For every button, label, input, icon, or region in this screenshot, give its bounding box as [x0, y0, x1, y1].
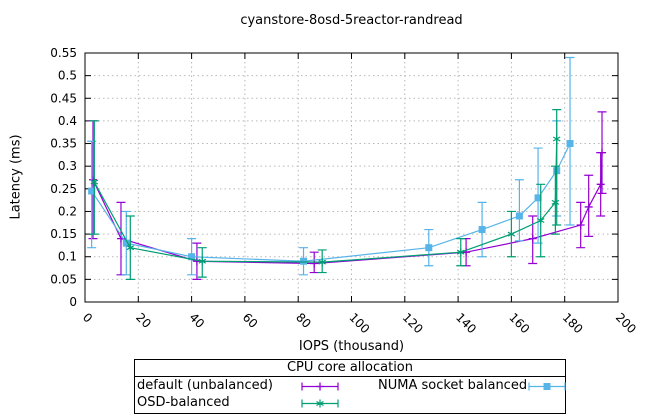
y-tick-label: 0.2: [58, 204, 77, 218]
y-tick-label: 0.45: [50, 91, 77, 105]
series-line: [91, 143, 571, 262]
data-point-marker: [300, 257, 308, 265]
data-point-marker: [552, 135, 561, 144]
data-point-marker: [316, 382, 324, 390]
x-axis-label: IOPS (thousand): [298, 339, 405, 354]
x-tick-label: 140: [453, 310, 479, 336]
legend-sample-osd-balanced: [301, 399, 339, 407]
y-tick-label: 0.1: [58, 250, 77, 264]
data-point-marker: [316, 399, 324, 407]
y-tick-label: 0: [69, 295, 77, 309]
series-1: [87, 56, 575, 276]
legend-label-osd-balanced: OSD-balanced: [137, 395, 230, 410]
legend: CPU core allocation default (unbalanced)…: [134, 359, 566, 414]
error-bar: [89, 120, 99, 235]
data-point-marker: [536, 216, 545, 225]
x-tick-label: 80: [293, 310, 314, 331]
data-point-marker: [598, 148, 607, 157]
legend-label-default-unbalanced: default (unbalanced): [137, 378, 273, 393]
data-point-marker: [126, 243, 135, 252]
series-line: [92, 152, 603, 265]
x-tick-label: 60: [240, 310, 261, 331]
y-tick-label: 0.35: [50, 137, 77, 151]
x-tick-label: 160: [506, 310, 532, 336]
legend-sample-glyph: [528, 382, 566, 390]
axis-ticks: [84, 52, 619, 303]
legend-sample-glyph: [301, 382, 339, 390]
legend-title: CPU core allocation: [135, 360, 565, 377]
data-point-marker: [456, 248, 465, 257]
data-point-marker: [318, 258, 326, 267]
data-point-marker: [462, 248, 471, 257]
y-tick-label: 0.05: [50, 272, 77, 286]
y-tick-label: 0.3: [58, 159, 77, 173]
data-point-marker: [88, 187, 96, 195]
legend-label-numa-socket-balanced: NUMA socket balanced: [378, 378, 527, 393]
data-point-marker: [551, 198, 560, 207]
data-point-marker: [90, 178, 99, 187]
data-point-marker: [188, 253, 196, 261]
y-tick-label: 0.25: [50, 182, 77, 196]
data-point-marker: [515, 212, 523, 220]
data-point-marker: [566, 140, 574, 148]
x-tick-label: 100: [346, 310, 372, 336]
legend-entries: default (unbalanced) NUMA socket balance…: [135, 377, 566, 413]
y-tick-label: 0.4: [58, 114, 77, 128]
y-tick-label: 0.55: [50, 46, 77, 60]
x-tick-label: 20: [133, 310, 154, 331]
data-point-marker: [584, 202, 593, 211]
error-bar: [552, 108, 562, 226]
x-tick-label: 40: [186, 310, 207, 331]
data-point-marker: [528, 234, 537, 243]
axis-tick-labels: 0 20 40 60 80 100 120 140 160 180 200 0 0.05 0.1 0.15 0…: [50, 46, 639, 336]
data-point-marker: [122, 239, 130, 247]
data-point-marker: [507, 230, 516, 239]
y-tick-label: 0.15: [50, 227, 77, 241]
chart-title: cyanstore-8osd-5reactor-randread: [240, 13, 463, 28]
data-point-marker: [310, 259, 319, 268]
legend-sample-numa-socket-balanced: [528, 382, 566, 390]
x-tick-label: 200: [613, 310, 639, 336]
data-point-marker: [596, 180, 605, 189]
legend-sample-glyph: [301, 399, 339, 407]
x-tick-label: 180: [560, 310, 586, 336]
legend-sample-default-unbalanced: [301, 382, 339, 390]
data-point-marker: [534, 194, 542, 202]
plot-area: 0 20 40 60 80 100 120 140 160 180 200 0 0.05 0.1 0.15 0…: [50, 46, 639, 336]
data-point-marker: [478, 226, 486, 234]
data-point-marker: [425, 244, 433, 252]
y-tick-label: 0.5: [58, 69, 77, 83]
series-2: [89, 108, 562, 280]
data-point-marker: [543, 382, 551, 390]
grid: [85, 53, 618, 302]
data-point-marker: [198, 257, 207, 266]
series-line: [93, 139, 558, 263]
data-point-marker: [576, 221, 585, 230]
x-tick-label: 120: [400, 310, 426, 336]
x-tick-label: 0: [80, 310, 95, 325]
